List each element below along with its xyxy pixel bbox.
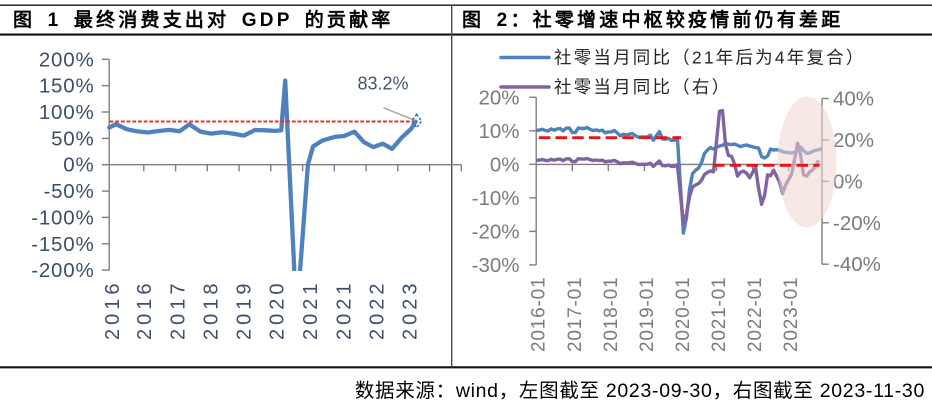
svg-text:0%: 0% [833, 170, 863, 193]
svg-text:图 1 最终消费支出对 GDP 的贡献率: 图 1 最终消费支出对 GDP 的贡献率 [13, 8, 394, 31]
svg-text:社零当月同比（21年后为4年复合）: 社零当月同比（21年后为4年复合） [554, 48, 866, 68]
svg-text:2021: 2021 [300, 280, 322, 341]
svg-text:0%: 0% [490, 153, 520, 176]
svg-text:100%: 100% [39, 101, 95, 124]
svg-text:150%: 150% [39, 75, 95, 98]
svg-text:2016: 2016 [134, 280, 156, 341]
svg-text:20%: 20% [833, 129, 874, 152]
svg-text:-150%: -150% [31, 233, 94, 256]
svg-text:200%: 200% [39, 48, 95, 71]
svg-text:社零当月同比（右）: 社零当月同比（右） [554, 77, 731, 97]
svg-text:2022: 2022 [367, 280, 389, 341]
svg-text:-100%: -100% [31, 206, 94, 229]
svg-text:2023: 2023 [400, 280, 422, 341]
svg-text:10%: 10% [478, 120, 519, 143]
svg-text:-20%: -20% [472, 220, 520, 243]
svg-text:-10%: -10% [472, 187, 520, 210]
svg-text:2022-01: 2022-01 [745, 277, 766, 352]
svg-text:-20%: -20% [833, 212, 881, 235]
svg-text:2016: 2016 [102, 280, 124, 341]
svg-text:2018: 2018 [201, 280, 223, 341]
svg-text:-30%: -30% [472, 254, 520, 277]
svg-text:40%: 40% [833, 88, 874, 111]
svg-text:2020-01: 2020-01 [673, 277, 694, 352]
svg-text:2019: 2019 [234, 280, 256, 341]
svg-text:2023-01: 2023-01 [781, 277, 802, 352]
svg-text:2021-01: 2021-01 [709, 277, 730, 352]
svg-text:0%: 0% [63, 154, 94, 177]
svg-text:2020: 2020 [267, 280, 289, 341]
svg-text:2019-01: 2019-01 [637, 277, 658, 352]
svg-text:数据来源：wind，左图截至 2023-09-30，右图截至: 数据来源：wind，左图截至 2023-09-30，右图截至 2023-11-3… [355, 380, 925, 402]
svg-text:2017-01: 2017-01 [565, 277, 586, 352]
svg-text:20%: 20% [478, 86, 519, 109]
svg-text:-40%: -40% [833, 253, 881, 276]
svg-text:2021: 2021 [334, 280, 356, 341]
svg-text:图 2：社零增速中枢较疫情前仍有差距: 图 2：社零增速中枢较疫情前仍有差距 [462, 8, 843, 31]
svg-text:-200%: -200% [31, 259, 94, 282]
svg-text:83.2%: 83.2% [357, 74, 408, 94]
svg-text:50%: 50% [51, 127, 94, 150]
svg-text:2018-01: 2018-01 [601, 277, 622, 352]
svg-text:2017: 2017 [167, 280, 189, 341]
svg-text:-50%: -50% [43, 180, 94, 203]
svg-text:2016-01: 2016-01 [529, 277, 550, 352]
